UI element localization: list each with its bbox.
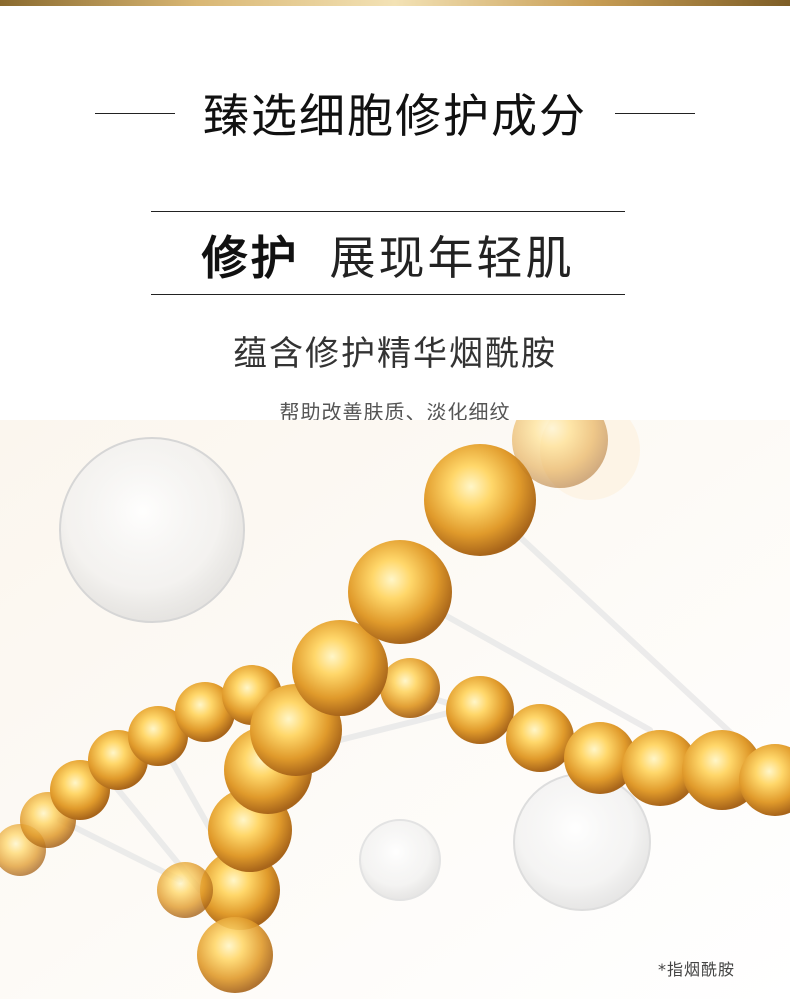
dna-molecule-illustration <box>0 420 790 999</box>
bubble-small <box>359 819 441 901</box>
slogan-top-rule <box>151 211 625 212</box>
left-divider <box>95 112 175 114</box>
section-header: 臻选细胞修护成分 <box>0 78 790 148</box>
ingredient-line: 蕴含修护精华烟酰胺 <box>233 334 557 374</box>
slogan-strong: 修护 <box>201 231 300 285</box>
slogan-light: 展现年轻肌 <box>329 231 575 285</box>
bubble-medium <box>513 773 651 911</box>
bubble-large <box>59 437 245 623</box>
dna-beads <box>0 420 790 993</box>
top-gold-bar <box>0 0 790 6</box>
footnote: *指烟酰胺 <box>657 960 735 979</box>
right-divider <box>615 112 695 114</box>
page-title: 臻选细胞修护成分 <box>203 89 587 143</box>
slogan: 修护 展现年轻肌 <box>151 220 625 290</box>
slogan-bottom-rule <box>151 294 625 295</box>
